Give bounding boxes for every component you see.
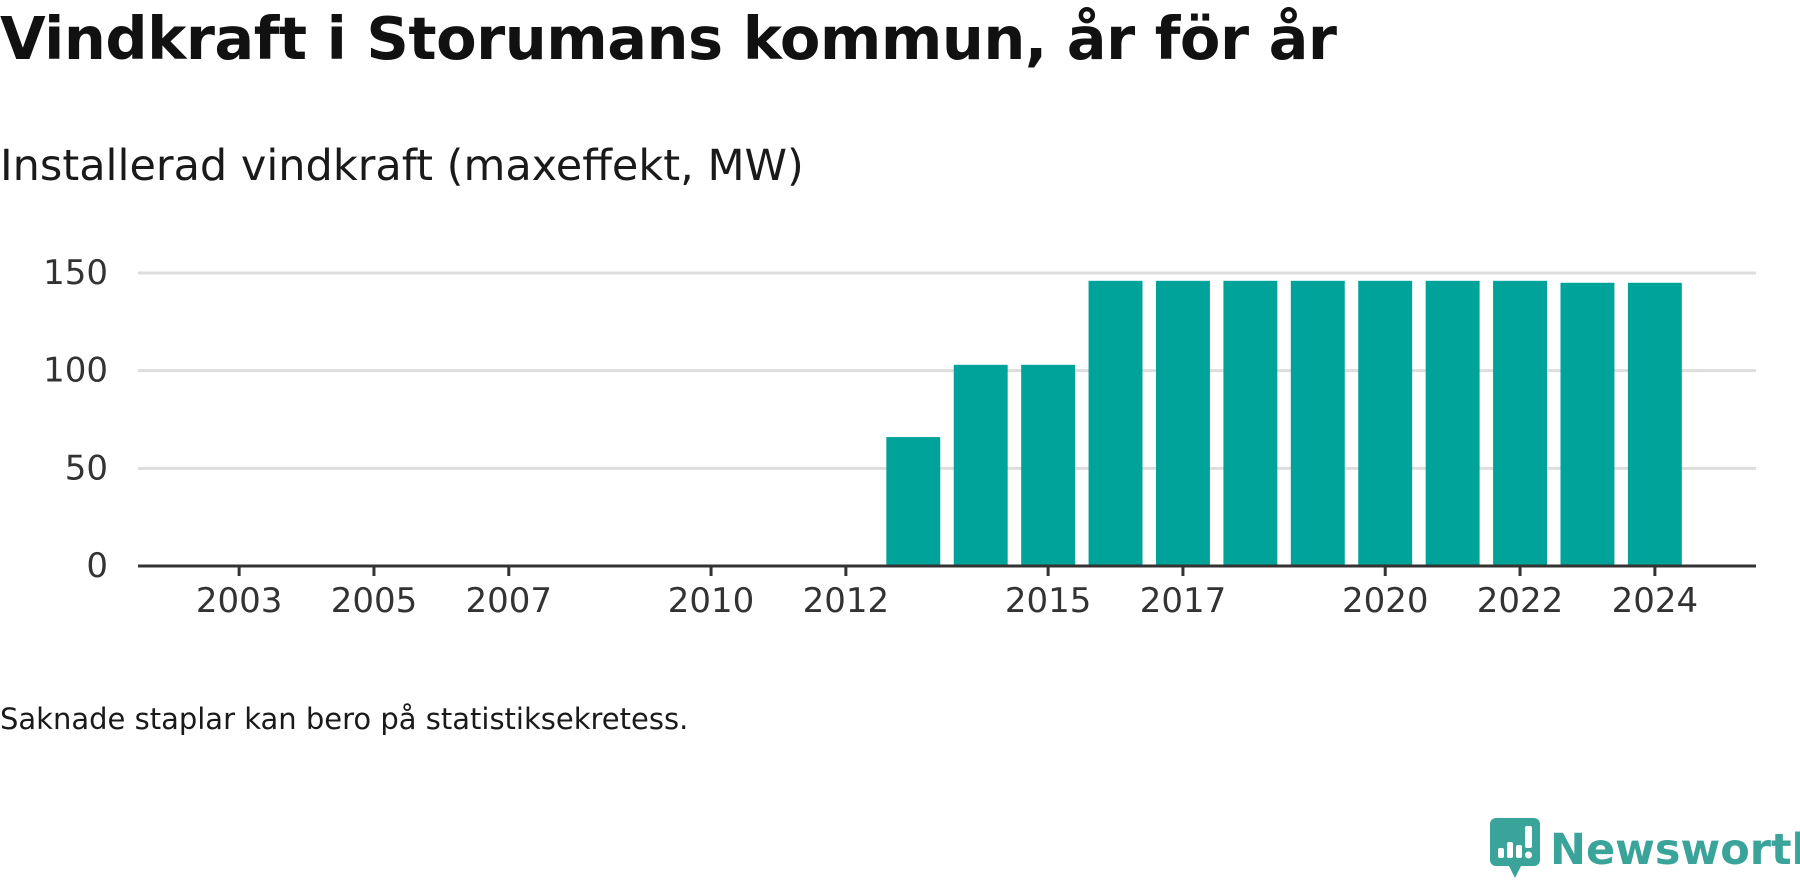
y-tick-label: 0 (86, 546, 108, 586)
x-tick-label: 2010 (668, 581, 755, 621)
x-tick-label: 2007 (466, 581, 553, 621)
y-tick-label: 50 (65, 448, 108, 488)
brand-logo: Newsworthy (1490, 818, 1800, 882)
x-axis-ticks: 2003 2005 2007 2010 2012 2015 2017 2020 2022 2024 (196, 566, 1698, 621)
bar (1358, 280, 1413, 566)
x-tick-label: 2020 (1342, 581, 1429, 621)
x-tick-label: 2022 (1477, 581, 1564, 621)
bar (1425, 280, 1480, 566)
bar (1560, 282, 1615, 566)
y-tick-label: 100 (43, 351, 108, 391)
bar (1223, 280, 1278, 566)
x-tick-label: 2005 (331, 581, 418, 621)
bar (1627, 282, 1682, 566)
bar (1290, 280, 1345, 566)
bars (886, 280, 1682, 566)
chart-subtitle: Installerad vindkraft (maxeffekt, MW) (0, 141, 804, 191)
bar (1088, 280, 1143, 566)
footnote: Saknade staplar kan bero på statistiksek… (0, 702, 689, 736)
x-tick-label: 2012 (803, 581, 890, 621)
bar (1493, 280, 1547, 566)
x-tick-label: 2024 (1612, 581, 1699, 621)
gridlines (138, 271, 1756, 470)
bar (1021, 364, 1076, 566)
bar (1155, 280, 1210, 566)
x-tick-label: 2003 (196, 581, 283, 621)
brand-name: Newsworthy (1550, 825, 1800, 875)
x-tick-label: 2015 (1005, 581, 1092, 621)
newsworthy-logo-icon (1490, 818, 1540, 878)
bar-chart: 2003 2005 2007 2010 2012 2015 2017 2020 2022 2024… (43, 253, 1756, 621)
bar (886, 437, 941, 566)
y-tick-label: 150 (43, 253, 108, 293)
chart-title: Vindkraft i Storumans kommun, år för år (0, 4, 1337, 73)
bar (953, 364, 1008, 566)
x-tick-label: 2017 (1140, 581, 1227, 621)
y-axis-ticks: 0 50 100 150 (43, 253, 108, 586)
